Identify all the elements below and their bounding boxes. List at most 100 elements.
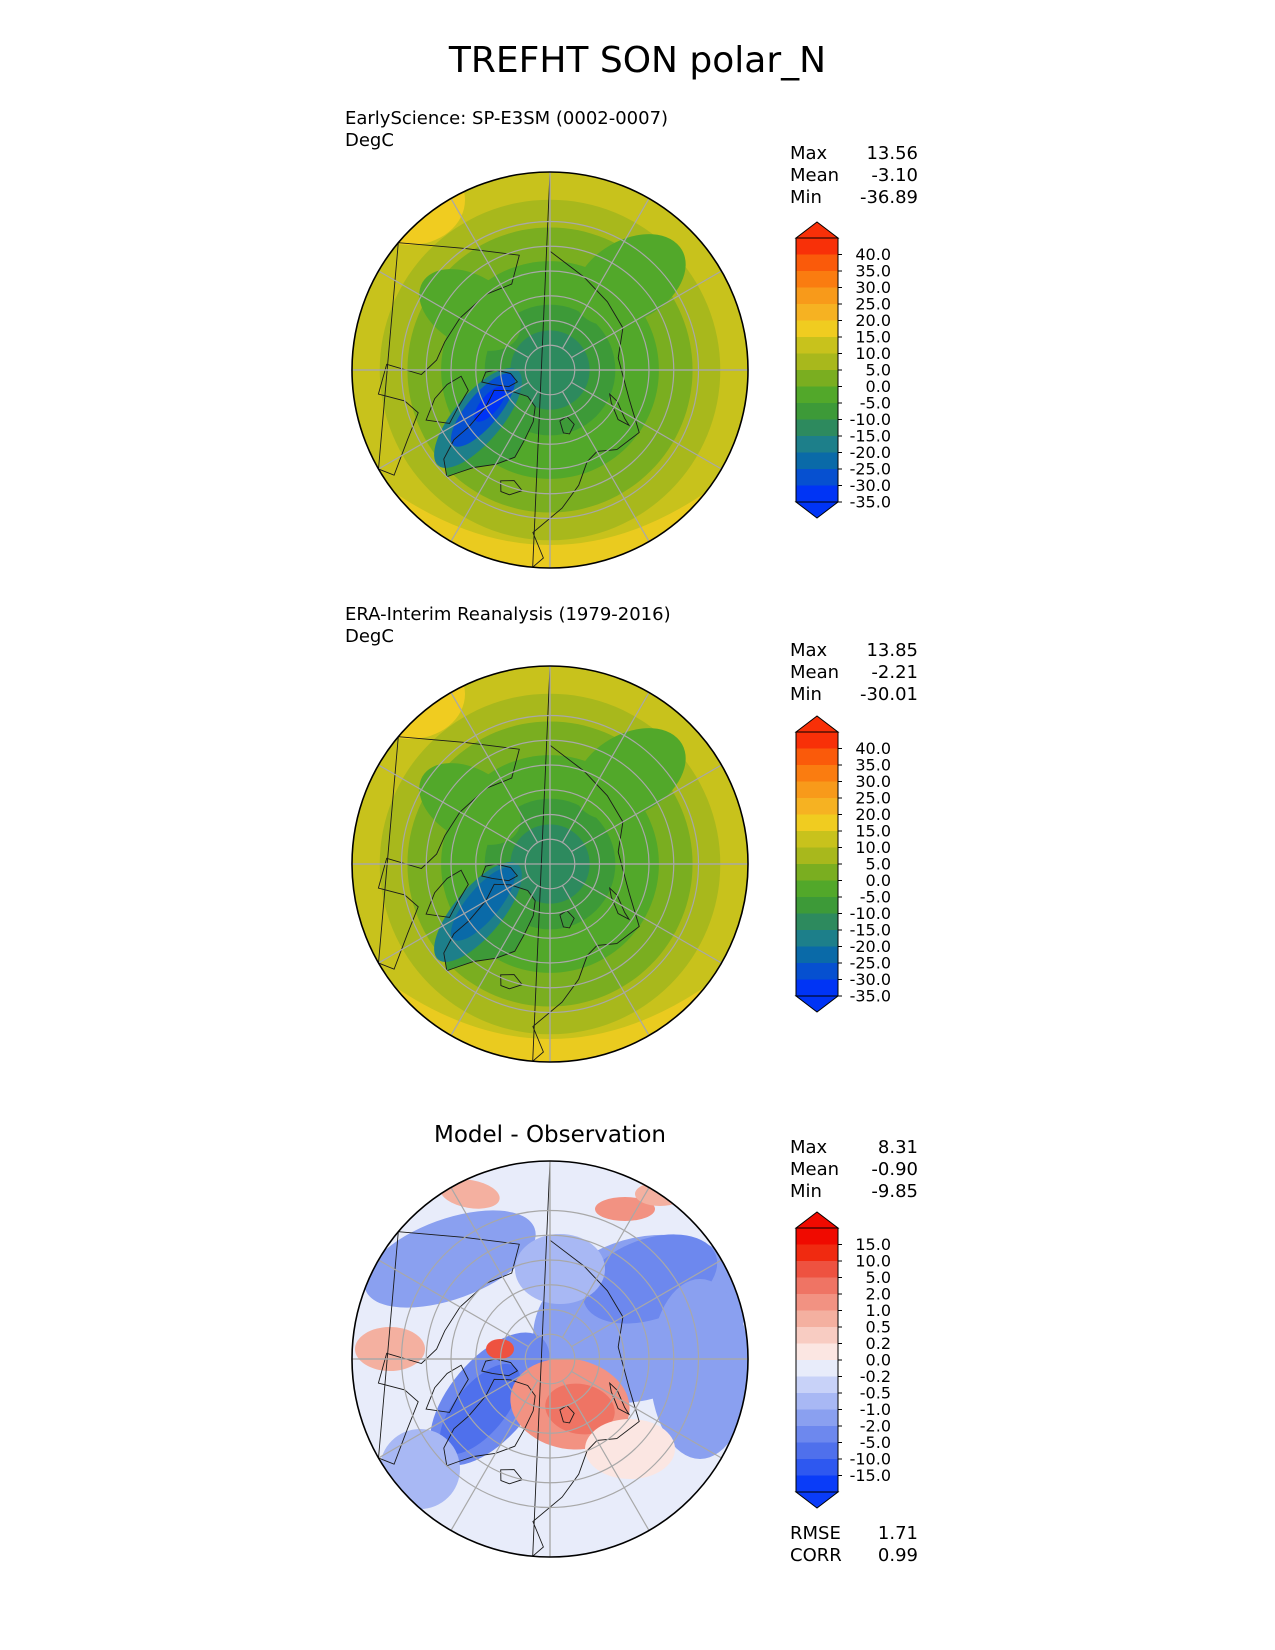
- colorbar-tick-label: 15.0: [855, 328, 891, 347]
- positive-anomaly: [585, 1419, 675, 1479]
- stat-value: 13.56: [866, 143, 918, 164]
- colorbar-tick-label: 0.2: [866, 1334, 891, 1353]
- stat-value: -9.85: [871, 1181, 918, 1202]
- colorbar-swatch: [796, 963, 838, 980]
- map-boundary: [351, 1160, 749, 1558]
- colorbar-tick-label: 30.0: [855, 278, 891, 297]
- colorbar-swatch: [796, 946, 838, 964]
- polar-map-test: [351, 171, 749, 569]
- longitude-line: [571, 1370, 722, 1459]
- colorbar-tick-label: -10.0: [850, 1450, 891, 1469]
- colorbar-tick-label: -10.0: [850, 904, 891, 923]
- colorbar-swatch: [796, 798, 838, 815]
- colorbar-reference: 40.035.030.025.020.015.010.05.00.0-5.0-1…: [794, 715, 891, 1013]
- colorbar-swatch: [796, 287, 838, 305]
- stat-label: Max: [790, 640, 828, 661]
- negative-anomaly: [515, 1234, 605, 1304]
- diff-panel: Model - Observation Max 8.31 Mean -0.90 Mi…: [0, 0, 1275, 1566]
- colorbar-swatch: [796, 1310, 838, 1328]
- negative-anomaly: [364, 1210, 536, 1308]
- colorbar-tick-label: 5.0: [866, 855, 891, 874]
- stat-label: Mean: [790, 1159, 840, 1180]
- colorbar-swatch: [796, 403, 838, 420]
- stat-value: 1.71: [877, 1523, 918, 1544]
- map-boundary: [351, 171, 749, 569]
- colorbar-tick-label: -5.0: [860, 888, 891, 907]
- cool-lobe: [574, 728, 686, 820]
- colorbar-tick-label: -25.0: [850, 460, 891, 479]
- stat-label: Max: [790, 143, 828, 164]
- stat-label: RMSE: [790, 1523, 841, 1544]
- colorbar-tick-label: 10.0: [855, 1252, 891, 1271]
- colorbar-extend-max: [794, 221, 840, 239]
- colorbar-swatch: [796, 452, 838, 470]
- coastline: [425, 375, 469, 424]
- colorbar-tick-label: 40.0: [855, 739, 891, 758]
- coastline: [559, 909, 575, 929]
- colorbar-swatch: [796, 1360, 838, 1377]
- panel-units: DegC: [345, 626, 394, 647]
- colorbar-swatch: [796, 1459, 838, 1476]
- colorbar-swatch: [796, 880, 838, 898]
- colorbar-swatch: [796, 238, 838, 255]
- stat-label: Min: [790, 1181, 822, 1202]
- colorbar-tick-label: 15.0: [855, 822, 891, 841]
- coastline: [425, 869, 469, 918]
- colorbar-tick-label: -0.2: [860, 1367, 891, 1386]
- colorbar-swatch: [796, 979, 838, 997]
- colorbar-swatch: [796, 765, 838, 782]
- stat-label: CORR: [790, 1545, 842, 1566]
- error-stats-block: RMSE 1.71 CORR 0.99: [790, 1523, 918, 1567]
- colorbar-tick-label: 25.0: [855, 789, 891, 808]
- map-boundary: [351, 665, 749, 1063]
- colorbar-swatch: [796, 419, 838, 437]
- longitude-line: [450, 692, 539, 843]
- coastline: [609, 392, 631, 427]
- colorbar-swatch: [796, 1228, 838, 1245]
- stat-value: 0.99: [877, 1545, 918, 1566]
- colorbar-swatch: [796, 1442, 838, 1460]
- longitude-line: [571, 1259, 722, 1348]
- colorbar-swatch: [796, 320, 838, 338]
- longitude-line: [378, 1370, 529, 1459]
- colorbar-extend-max: [794, 1211, 840, 1229]
- stat-value: -3.10: [871, 165, 918, 186]
- colorbar-swatch: [796, 271, 838, 288]
- colorbar-swatch: [796, 781, 838, 799]
- longitude-line: [571, 764, 722, 853]
- colorbar-tick-label: 2.0: [866, 1285, 891, 1304]
- colorbar-tick-label: -2.0: [860, 1417, 891, 1436]
- colorbar-tick-label: 5.0: [866, 1268, 891, 1287]
- longitude-line: [450, 885, 539, 1036]
- colorbar-tick-label: 5.0: [866, 361, 891, 380]
- colorbar-tick-label: 35.0: [855, 262, 891, 281]
- cool-lobe: [574, 234, 686, 326]
- colorbar-tick-label: -35.0: [850, 987, 891, 1006]
- colorbar-swatch: [796, 337, 838, 354]
- colorbar-tick-label: -30.0: [850, 476, 891, 495]
- colorbar-swatch: [796, 254, 838, 272]
- coastline: [377, 736, 520, 970]
- panel-title: ERA-Interim Reanalysis (1979-2016): [345, 604, 671, 625]
- colorbar-tick-label: 0.5: [866, 1318, 891, 1337]
- colorbar-tick-label: -1.0: [860, 1400, 891, 1419]
- longitude-line: [378, 381, 529, 470]
- colorbar-swatch: [796, 1294, 838, 1311]
- longitude-line: [450, 1380, 539, 1531]
- colorbar-swatch: [796, 897, 838, 914]
- colorbar-test: 40.035.030.025.020.015.010.05.00.0-5.0-1…: [794, 221, 891, 519]
- figure-title: TREFHT SON polar_N: [448, 40, 827, 81]
- colorbar-swatch: [796, 1393, 838, 1410]
- colorbar-swatch: [796, 370, 838, 387]
- coastline: [500, 480, 523, 496]
- colorbar-tick-label: -5.0: [860, 394, 891, 413]
- coastline: [481, 863, 519, 882]
- colorbar-swatch: [796, 930, 838, 947]
- colorbar-tick-label: 20.0: [855, 805, 891, 824]
- stat-label: Min: [790, 684, 822, 705]
- stats-block: Max 13.56 Mean -3.10 Min -36.89: [790, 143, 918, 209]
- colorbar-tick-label: 30.0: [855, 772, 891, 791]
- colorbar-swatch: [796, 864, 838, 881]
- graticule-layer: [352, 1161, 748, 1557]
- colorbar-swatch: [796, 814, 838, 832]
